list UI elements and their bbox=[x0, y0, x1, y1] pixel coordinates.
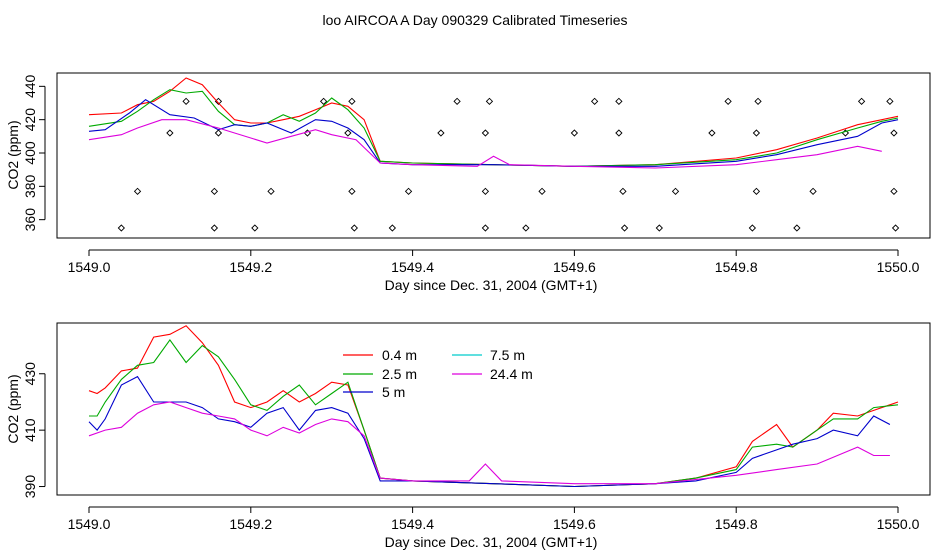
bottom-x-axis: 1549.0 1549.2 1549.4 1549.6 1549.8 1550.0 bbox=[68, 506, 920, 532]
flag-point-marker bbox=[437, 129, 445, 137]
bottom-x-tick-label: 1550.0 bbox=[877, 516, 920, 532]
top-series-line-0-4-m bbox=[88, 77, 899, 167]
flag-point-marker bbox=[671, 187, 680, 195]
top-x-tick-label: 1549.6 bbox=[553, 259, 596, 275]
top-x-tick-label: 1549.0 bbox=[68, 259, 111, 275]
flag-point-marker bbox=[214, 129, 223, 137]
bottom-series-lines bbox=[88, 325, 899, 488]
bottom-x-tick-label: 1549.2 bbox=[229, 516, 272, 532]
legend-label-7-5m: 7.5 m bbox=[490, 347, 525, 363]
flag-point-marker bbox=[388, 224, 397, 232]
top-y-tick-label: 380 bbox=[22, 174, 38, 198]
flag-point-marker bbox=[655, 224, 663, 232]
flag-point-marker bbox=[348, 97, 356, 105]
top-x-axis-label: Day since Dec. 31, 2004 (GMT+1) bbox=[385, 277, 598, 293]
legend-label-0-4m: 0.4 m bbox=[382, 347, 417, 363]
flag-point-marker bbox=[752, 129, 761, 137]
bottom-x-tick-label: 1549.0 bbox=[68, 516, 111, 532]
bottom-x-tick-label: 1549.6 bbox=[553, 516, 596, 532]
bottom-y-axis-label: CO2 (ppm) bbox=[5, 374, 21, 443]
bottom-series-line-0-4-m bbox=[88, 325, 899, 488]
flag-point-marker bbox=[210, 224, 219, 232]
flag-point-marker bbox=[117, 224, 125, 232]
top-y-axis-label: CO2 (ppm) bbox=[5, 120, 21, 189]
flag-point-marker bbox=[620, 224, 629, 232]
bottom-x-tick-label: 1549.4 bbox=[391, 516, 434, 532]
top-y-axis: 360 380 400 420 440 bbox=[22, 74, 46, 232]
bottom-x-axis-label: Day since Dec. 31, 2004 (GMT+1) bbox=[385, 534, 598, 550]
flag-point-marker bbox=[754, 97, 762, 105]
bottom-plot-frame bbox=[56, 322, 931, 496]
top-series-lines bbox=[88, 77, 899, 169]
flag-point-marker bbox=[619, 187, 627, 195]
flag-point-marker bbox=[615, 97, 623, 105]
bottom-y-tick-label: 410 bbox=[22, 418, 38, 442]
flag-point-marker bbox=[453, 97, 461, 105]
flag-point-marker bbox=[708, 129, 716, 137]
top-series-line-2-5-m bbox=[88, 89, 899, 167]
top-y-tick-label: 360 bbox=[22, 208, 38, 232]
flag-point-marker bbox=[133, 187, 142, 195]
flag-point-marker bbox=[404, 187, 413, 195]
top-x-tick-label: 1550.0 bbox=[877, 259, 920, 275]
flag-point-marker bbox=[886, 97, 894, 105]
flag-point-marker bbox=[481, 224, 490, 232]
flag-point-marker bbox=[841, 129, 850, 137]
flag-point-marker bbox=[857, 97, 866, 105]
top-x-axis: 1549.0 1549.2 1549.4 1549.6 1549.8 1550.0 bbox=[68, 249, 920, 275]
top-series-line-5-m bbox=[88, 99, 899, 167]
bottom-y-tick-label: 430 bbox=[22, 362, 38, 386]
flag-point-marker bbox=[891, 224, 900, 232]
legend-label-5m: 5 m bbox=[382, 384, 405, 400]
flag-point-marker bbox=[570, 129, 579, 137]
top-y-tick-label: 400 bbox=[22, 141, 38, 165]
flag-point-marker bbox=[348, 187, 356, 195]
bottom-series-line-2-5-m bbox=[89, 338, 899, 488]
top-y-tick-label: 420 bbox=[22, 108, 38, 132]
bottom-y-tick-label: 390 bbox=[22, 475, 38, 499]
top-series-line-24-4-m bbox=[88, 119, 882, 169]
flag-point-marker bbox=[303, 129, 312, 137]
flag-point-marker bbox=[166, 129, 174, 137]
flag-point-marker bbox=[890, 129, 898, 137]
bottom-x-tick-label: 1549.8 bbox=[715, 516, 758, 532]
flag-point-marker bbox=[481, 187, 490, 195]
flag-point-marker bbox=[538, 187, 546, 195]
flag-point-marker bbox=[752, 187, 761, 195]
flag-point-marker bbox=[809, 187, 817, 195]
bottom-panel: 1549.0 1549.2 1549.4 1549.6 1549.8 1550.0 390… bbox=[5, 322, 931, 550]
flag-point-marker bbox=[485, 97, 494, 105]
flag-point-marker bbox=[724, 97, 732, 105]
flag-point-marker bbox=[481, 129, 490, 137]
flag-point-marker bbox=[793, 224, 801, 232]
top-y-tick-label: 440 bbox=[22, 74, 38, 98]
flag-point-marker bbox=[615, 129, 623, 137]
flag-point-marker bbox=[748, 224, 757, 232]
top-flag-markers bbox=[117, 97, 900, 232]
flag-point-marker bbox=[182, 97, 190, 105]
top-x-tick-label: 1549.4 bbox=[391, 259, 434, 275]
flag-point-marker bbox=[214, 97, 223, 105]
bottom-y-axis: 390 410 430 bbox=[22, 362, 46, 499]
bottom-series-line-24-4-m bbox=[88, 401, 890, 485]
legend-label-24-4m: 24.4 m bbox=[490, 366, 533, 382]
legend: 0.4 m 2.5 m 5 m 7.5 m 24.4 m bbox=[343, 347, 533, 400]
flag-point-marker bbox=[344, 129, 352, 137]
top-plot-frame bbox=[56, 72, 931, 239]
flag-point-marker bbox=[210, 187, 219, 195]
flag-point-marker bbox=[251, 224, 259, 232]
flag-point-marker bbox=[522, 224, 530, 232]
top-x-tick-label: 1549.2 bbox=[229, 259, 272, 275]
flag-point-marker bbox=[319, 97, 328, 105]
flag-point-marker bbox=[350, 224, 358, 232]
flag-point-marker bbox=[267, 187, 275, 195]
top-panel: 1549.0 1549.2 1549.4 1549.6 1549.8 1550.0 360… bbox=[5, 72, 931, 293]
legend-label-2-5m: 2.5 m bbox=[382, 366, 417, 382]
flag-point-marker bbox=[890, 187, 898, 195]
flag-point-marker bbox=[590, 97, 599, 105]
top-x-tick-label: 1549.8 bbox=[715, 259, 758, 275]
chart-title: loo AIRCOA A Day 090329 Calibrated Times… bbox=[322, 12, 627, 28]
bottom-series-line-5-m bbox=[88, 375, 891, 488]
